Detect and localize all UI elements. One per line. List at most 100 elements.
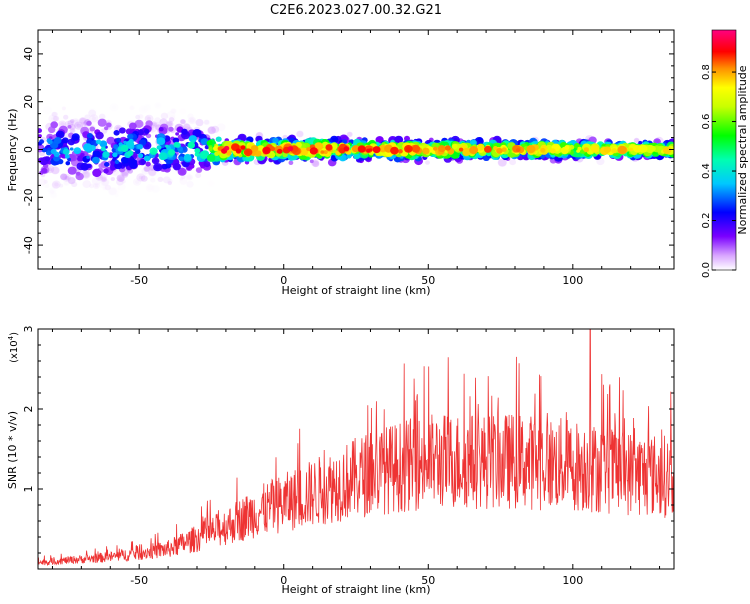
spectrogram-cell <box>51 166 60 174</box>
spectrogram-cell <box>375 136 384 144</box>
spectrogram-cell <box>38 178 46 186</box>
spectrogram-cell <box>141 167 150 175</box>
spectrogram-cell <box>143 105 152 113</box>
spectrogram-cell <box>154 121 161 128</box>
spectrogram-cell <box>633 137 640 143</box>
spectrogram-cell <box>276 148 283 154</box>
snr-xlabel: Height of straight line (km) <box>281 583 430 596</box>
spectrogram-cell <box>82 180 92 189</box>
spectrogram-cell <box>43 179 48 184</box>
spectrogram-cell <box>173 163 181 170</box>
spectrogram-cell <box>60 173 68 180</box>
spectrogram-cell <box>189 118 195 123</box>
spectrogram-cell <box>148 169 156 176</box>
spectrogram-cell <box>53 116 59 121</box>
spectrogram-cell <box>194 152 200 157</box>
spectrogram-cell <box>138 105 148 114</box>
spectrogram-cell <box>121 179 126 184</box>
x-tick-label: 0 <box>280 574 287 587</box>
spectrogram-cell <box>156 145 162 150</box>
colorbar-tick-label: 0.8 <box>701 64 712 80</box>
spectrogram-cell <box>357 145 366 153</box>
figure-title: C2E6.2023.027.00.32.G21 <box>270 3 442 18</box>
spectrogram-cell <box>129 122 137 130</box>
spectrogram-cell <box>438 145 446 153</box>
spectrogram-cell <box>611 148 617 154</box>
spectrogram-cell <box>195 167 203 174</box>
spectrogram-cell <box>186 166 191 171</box>
spectrogram-cell <box>112 152 117 157</box>
colorbar-label: Normalized spectral amplitude <box>736 65 749 234</box>
spectrogram-cell <box>207 179 216 188</box>
spectrogram-cell <box>165 162 172 169</box>
spectrogram-cell <box>406 146 411 151</box>
spectrogram-cell <box>584 147 589 152</box>
spectrogram-cell <box>117 175 125 182</box>
y-tick-label: 0 <box>22 146 35 153</box>
spectrogram-cell <box>67 138 76 146</box>
spectrogram-cell <box>343 146 350 152</box>
spectrogram-cell <box>82 170 91 179</box>
spectrogram-cell <box>206 154 216 162</box>
spectrogram-cell <box>101 173 106 177</box>
spectrogram-cell <box>89 107 97 115</box>
spectrogram-cell <box>160 112 169 120</box>
spectrogram-cell <box>638 140 643 145</box>
spectrogram-cell <box>80 122 87 128</box>
spectrogram-cell <box>88 109 97 117</box>
spectrogram-cell <box>83 171 90 178</box>
spectrogram-cell <box>170 108 177 114</box>
spectrogram-cell <box>151 157 160 165</box>
spectrogram-cell <box>47 187 57 196</box>
spectrogram-cell <box>484 145 492 153</box>
spectrogram-cell <box>166 111 176 120</box>
spectrogram-cell <box>150 177 156 183</box>
spectrogram-cell <box>89 126 96 132</box>
spectrogram-cell <box>104 184 111 191</box>
spectrogram-cell <box>658 146 663 151</box>
spectrogram-cell <box>108 187 118 196</box>
spectrogram-cell <box>49 191 58 199</box>
spectrogram-cell <box>634 138 640 143</box>
spectrogram-cell <box>71 181 78 187</box>
spectrogram-cell <box>93 182 100 189</box>
spectrogram-cell <box>116 137 122 143</box>
spectrogram-cell <box>42 106 52 115</box>
spectrogram-cell <box>113 130 120 136</box>
y-tick-label: 40 <box>22 47 35 61</box>
spectrogram-cell <box>564 145 570 150</box>
spectrogram-cell <box>213 146 219 151</box>
spectrogram-cell <box>62 148 70 155</box>
spectrogram-cell <box>48 114 58 123</box>
spectrogram-cell <box>121 179 126 184</box>
spectrogram-cell <box>471 140 476 145</box>
spectrogram-cell <box>207 126 216 134</box>
spectrogram-cell <box>195 172 202 178</box>
spectrogram-cell <box>187 113 194 120</box>
spectrogram-cell <box>216 123 226 132</box>
spectrogram-cell <box>144 114 154 123</box>
spectrogram-cell <box>92 168 102 177</box>
spectrogram-cell <box>79 117 86 124</box>
spectrogram-cell <box>180 119 186 124</box>
spectrogram-cell <box>57 132 63 137</box>
spectrogram-cell <box>183 123 191 130</box>
spectrogram-cell <box>104 184 112 191</box>
spectrogram-cell <box>97 118 107 127</box>
spectrogram-cell <box>45 184 50 189</box>
spectrogram-cell <box>59 183 64 188</box>
spectrogram-cell <box>100 176 108 183</box>
spectrogram-cell <box>39 139 45 144</box>
spectrogram-cell <box>179 177 184 181</box>
spectrogram-cell <box>186 181 194 188</box>
spectrogram-cell <box>148 168 157 177</box>
spectrogram-cell <box>119 177 123 181</box>
spectrogram-cell <box>98 113 106 120</box>
spectrogram-cell <box>469 146 479 155</box>
spectrogram-cell <box>50 148 57 155</box>
spectrogram-cell <box>92 157 100 164</box>
spectrogram-cell <box>206 140 213 146</box>
spectrogram-cell <box>54 182 59 187</box>
spectrogram-cell <box>127 134 133 139</box>
spectrogram-cell <box>182 123 191 131</box>
